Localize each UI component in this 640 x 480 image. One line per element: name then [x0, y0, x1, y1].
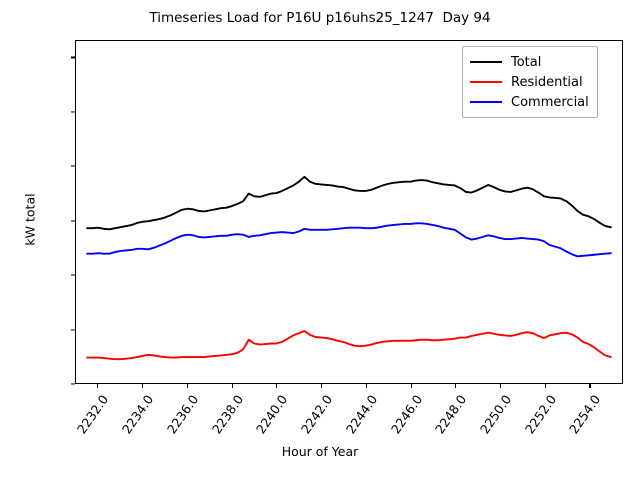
x-tick-label: 2244.0 [342, 392, 381, 437]
legend-swatch-commercial [470, 101, 502, 103]
y-tick-mark [71, 274, 75, 276]
x-tick-label: 2252.0 [521, 392, 559, 437]
x-tick-mark [321, 384, 323, 388]
y-tick-mark [71, 220, 75, 222]
series-line-total [86, 175, 612, 231]
x-tick-label: 2248.0 [432, 392, 470, 437]
y-axis-label: kW total [22, 193, 38, 246]
x-tick-label: 2234.0 [118, 392, 157, 437]
y-tick-mark [71, 329, 75, 331]
legend-label: Residential [511, 74, 583, 90]
y-tick-mark [71, 165, 75, 167]
x-tick-mark [410, 384, 412, 388]
x-tick-label: 2238.0 [208, 392, 246, 437]
chart-title: Timeseries Load for P16U p16uhs25_1247 D… [149, 10, 491, 26]
chart-legend: Total Residential Commercial [462, 46, 598, 118]
x-tick-label: 2232.0 [74, 392, 112, 437]
legend-swatch-residential [470, 81, 502, 83]
legend-label: Total [511, 54, 542, 70]
x-tick-mark [499, 384, 502, 388]
x-tick-mark [544, 384, 546, 388]
legend-entry[interactable]: Total [470, 52, 589, 72]
x-tick-label: 2240.0 [253, 392, 291, 437]
legend-entry[interactable]: Residential [470, 72, 589, 92]
x-tick-label: 2242.0 [297, 392, 336, 437]
y-tick-mark [71, 56, 75, 58]
x-axis-label: Hour of Year [281, 444, 359, 459]
x-tick-mark [97, 384, 99, 388]
x-tick-mark [142, 384, 144, 388]
x-tick-label: 2236.0 [163, 392, 202, 437]
legend-entry[interactable]: Commercial [470, 92, 589, 112]
x-tick-mark [455, 384, 457, 388]
legend-swatch-total [470, 61, 502, 63]
x-tick-mark [276, 384, 278, 388]
x-tick-mark [589, 384, 591, 388]
x-tick-mark [365, 384, 367, 388]
series-line-commercial [86, 222, 612, 258]
legend-label: Commercial [511, 94, 589, 110]
plot-lines [86, 175, 612, 361]
y-tick-mark [71, 111, 75, 113]
x-tick-mark [231, 384, 233, 388]
x-tick-label: 2250.0 [476, 392, 515, 437]
y-tick-mark [71, 383, 75, 385]
x-tick-label: 2254.0 [566, 392, 604, 437]
x-tick-label: 2246.0 [387, 392, 425, 437]
x-tick-mark [186, 384, 188, 388]
series-line-residential [86, 330, 612, 361]
